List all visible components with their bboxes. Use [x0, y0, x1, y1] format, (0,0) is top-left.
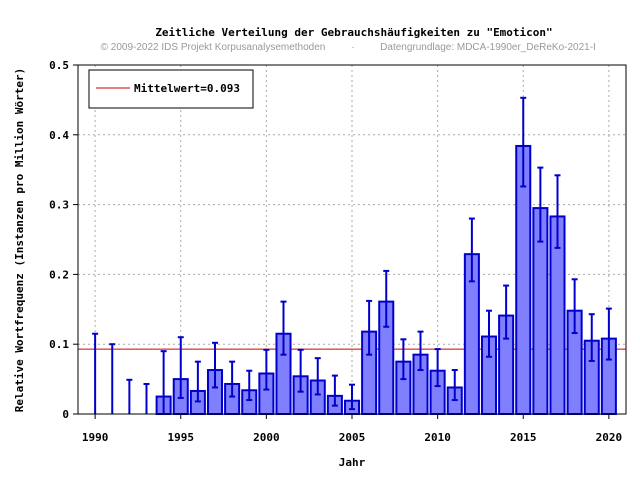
y-tick-label: 0.1: [49, 338, 69, 351]
legend-box: [88, 69, 254, 109]
x-axis-label: Jahr: [339, 456, 366, 469]
y-axis-label: Relative Wortfrequenz (Instanzen pro Mil…: [13, 68, 26, 412]
y-tick-label: 0.2: [49, 268, 69, 281]
legend-mean-label: Mittelwert=0.093: [134, 82, 240, 95]
x-tick-label: 2015: [510, 431, 537, 444]
chart-source: Datengrundlage: MDCA-1990er_DeReKo-2021-…: [380, 42, 596, 53]
chart-separator: ·: [351, 42, 354, 53]
y-axis: 0 0.1 0.2 0.3 0.4 0.5: [49, 59, 78, 421]
x-axis: 1990 1995 2000 2005 2010 2015 2020: [82, 414, 622, 444]
x-tick-label: 2010: [424, 431, 451, 444]
y-tick-label: 0: [62, 408, 69, 421]
x-tick-label: 2005: [339, 431, 366, 444]
x-tick-label: 2020: [596, 431, 623, 444]
x-tick-label: 1990: [82, 431, 109, 444]
legend: Mittelwert=0.093: [88, 69, 254, 109]
y-tick-label: 0.3: [49, 199, 69, 212]
y-tick-label: 0.4: [49, 129, 69, 142]
y-tick-label: 0.5: [49, 59, 69, 72]
chart-copyright: © 2009-2022 IDS Projekt Korpusanalysemet…: [101, 42, 326, 53]
x-tick-label: 2000: [253, 431, 280, 444]
x-tick-label: 1995: [168, 431, 195, 444]
error-bars: [92, 96, 612, 414]
chart-title: Zeitliche Verteilung der Gebrauchshäufig…: [155, 26, 552, 39]
